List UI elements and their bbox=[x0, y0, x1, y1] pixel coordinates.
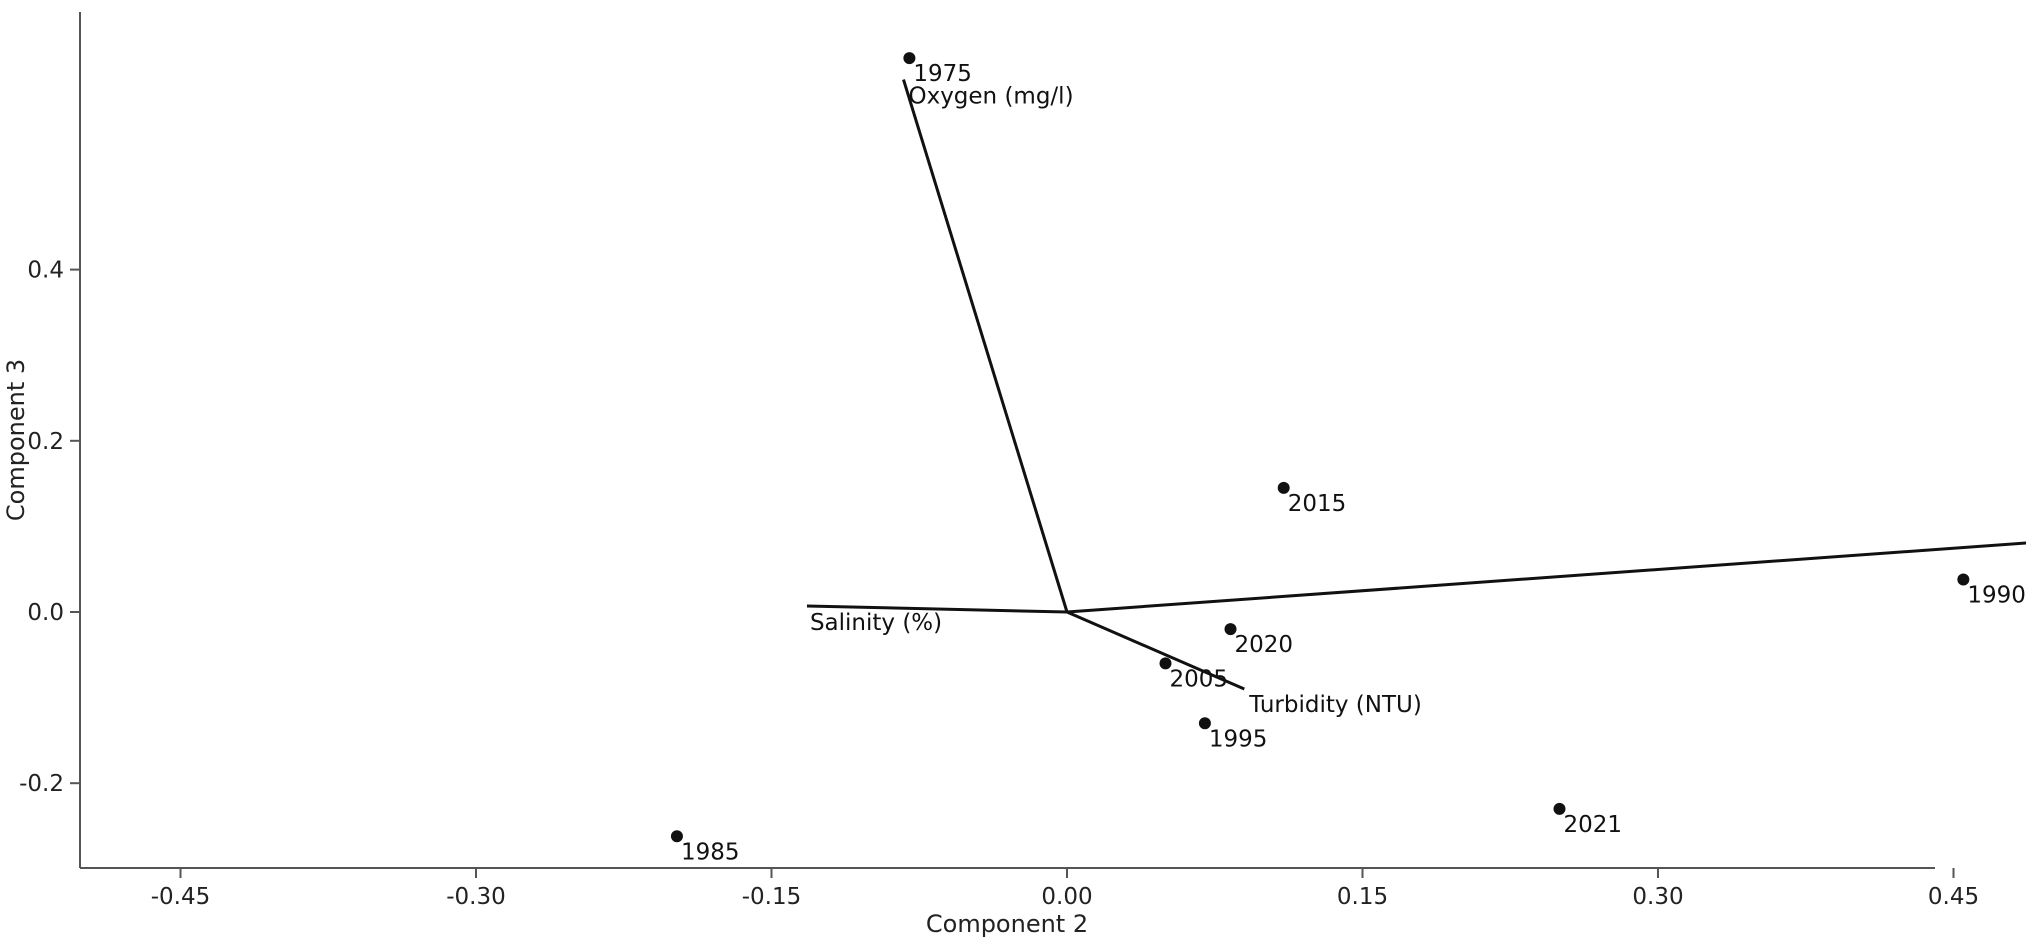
loading-vector bbox=[902, 79, 1069, 613]
point-label: 1975 bbox=[913, 61, 972, 87]
x-tick-label: 0.30 bbox=[1632, 884, 1683, 910]
data-point bbox=[1277, 481, 1290, 494]
x-ticks: -0.75-0.60-0.45-0.30-0.150.000.150.300.4… bbox=[151, 868, 1979, 910]
data-point bbox=[670, 830, 683, 843]
loading-vector bbox=[1066, 541, 2026, 614]
point-label: 1990 bbox=[1967, 582, 2026, 608]
data-point bbox=[1553, 802, 1566, 815]
point-label: 2021 bbox=[1564, 812, 1623, 838]
y-tick-label: -0.2 bbox=[19, 771, 64, 797]
y-ticks: -0.2 0.0 0.2 0.4 bbox=[19, 258, 80, 797]
point-label: 2005 bbox=[1170, 666, 1229, 692]
y-axis-title: Component 3 bbox=[2, 359, 30, 521]
x-tick-label: -0.30 bbox=[446, 884, 506, 910]
data-point bbox=[903, 52, 916, 65]
data-point bbox=[1159, 657, 1172, 670]
x-tick-label: 0.15 bbox=[1337, 884, 1388, 910]
point-label: 1985 bbox=[681, 839, 740, 865]
point-label: 1995 bbox=[1209, 726, 1268, 752]
loading-label: Oxygen (mg/l) bbox=[908, 84, 1073, 110]
y-tick-label: 0.4 bbox=[27, 258, 64, 284]
y-tick-label: 0.0 bbox=[27, 600, 64, 626]
x-axis-title: Component 2 bbox=[926, 910, 1088, 938]
loading-label: Salinity (%) bbox=[810, 610, 942, 636]
score-points: 1975198019851990199520002005201020152020… bbox=[670, 52, 2026, 865]
x-tick-label: 0.00 bbox=[1041, 884, 1092, 910]
loading-vectors: Oxygen (mg/l)Temperature (°C)Salinity (%… bbox=[806, 79, 2026, 718]
x-tick-label: 0.45 bbox=[1928, 884, 1979, 910]
axes bbox=[79, 12, 1935, 869]
loading-vector bbox=[1066, 610, 1245, 691]
x-tick-label: -0.15 bbox=[742, 884, 802, 910]
data-point bbox=[1224, 623, 1237, 636]
point-label: 2015 bbox=[1288, 491, 1347, 517]
data-point bbox=[1957, 573, 1970, 586]
data-point bbox=[1198, 717, 1211, 730]
point-label: 2020 bbox=[1235, 632, 1294, 658]
loading-label: Turbidity (NTU) bbox=[1248, 692, 1422, 718]
loading-vector bbox=[806, 604, 1068, 614]
x-tick-label: -0.45 bbox=[151, 884, 211, 910]
y-tick-label: 0.2 bbox=[27, 429, 64, 455]
